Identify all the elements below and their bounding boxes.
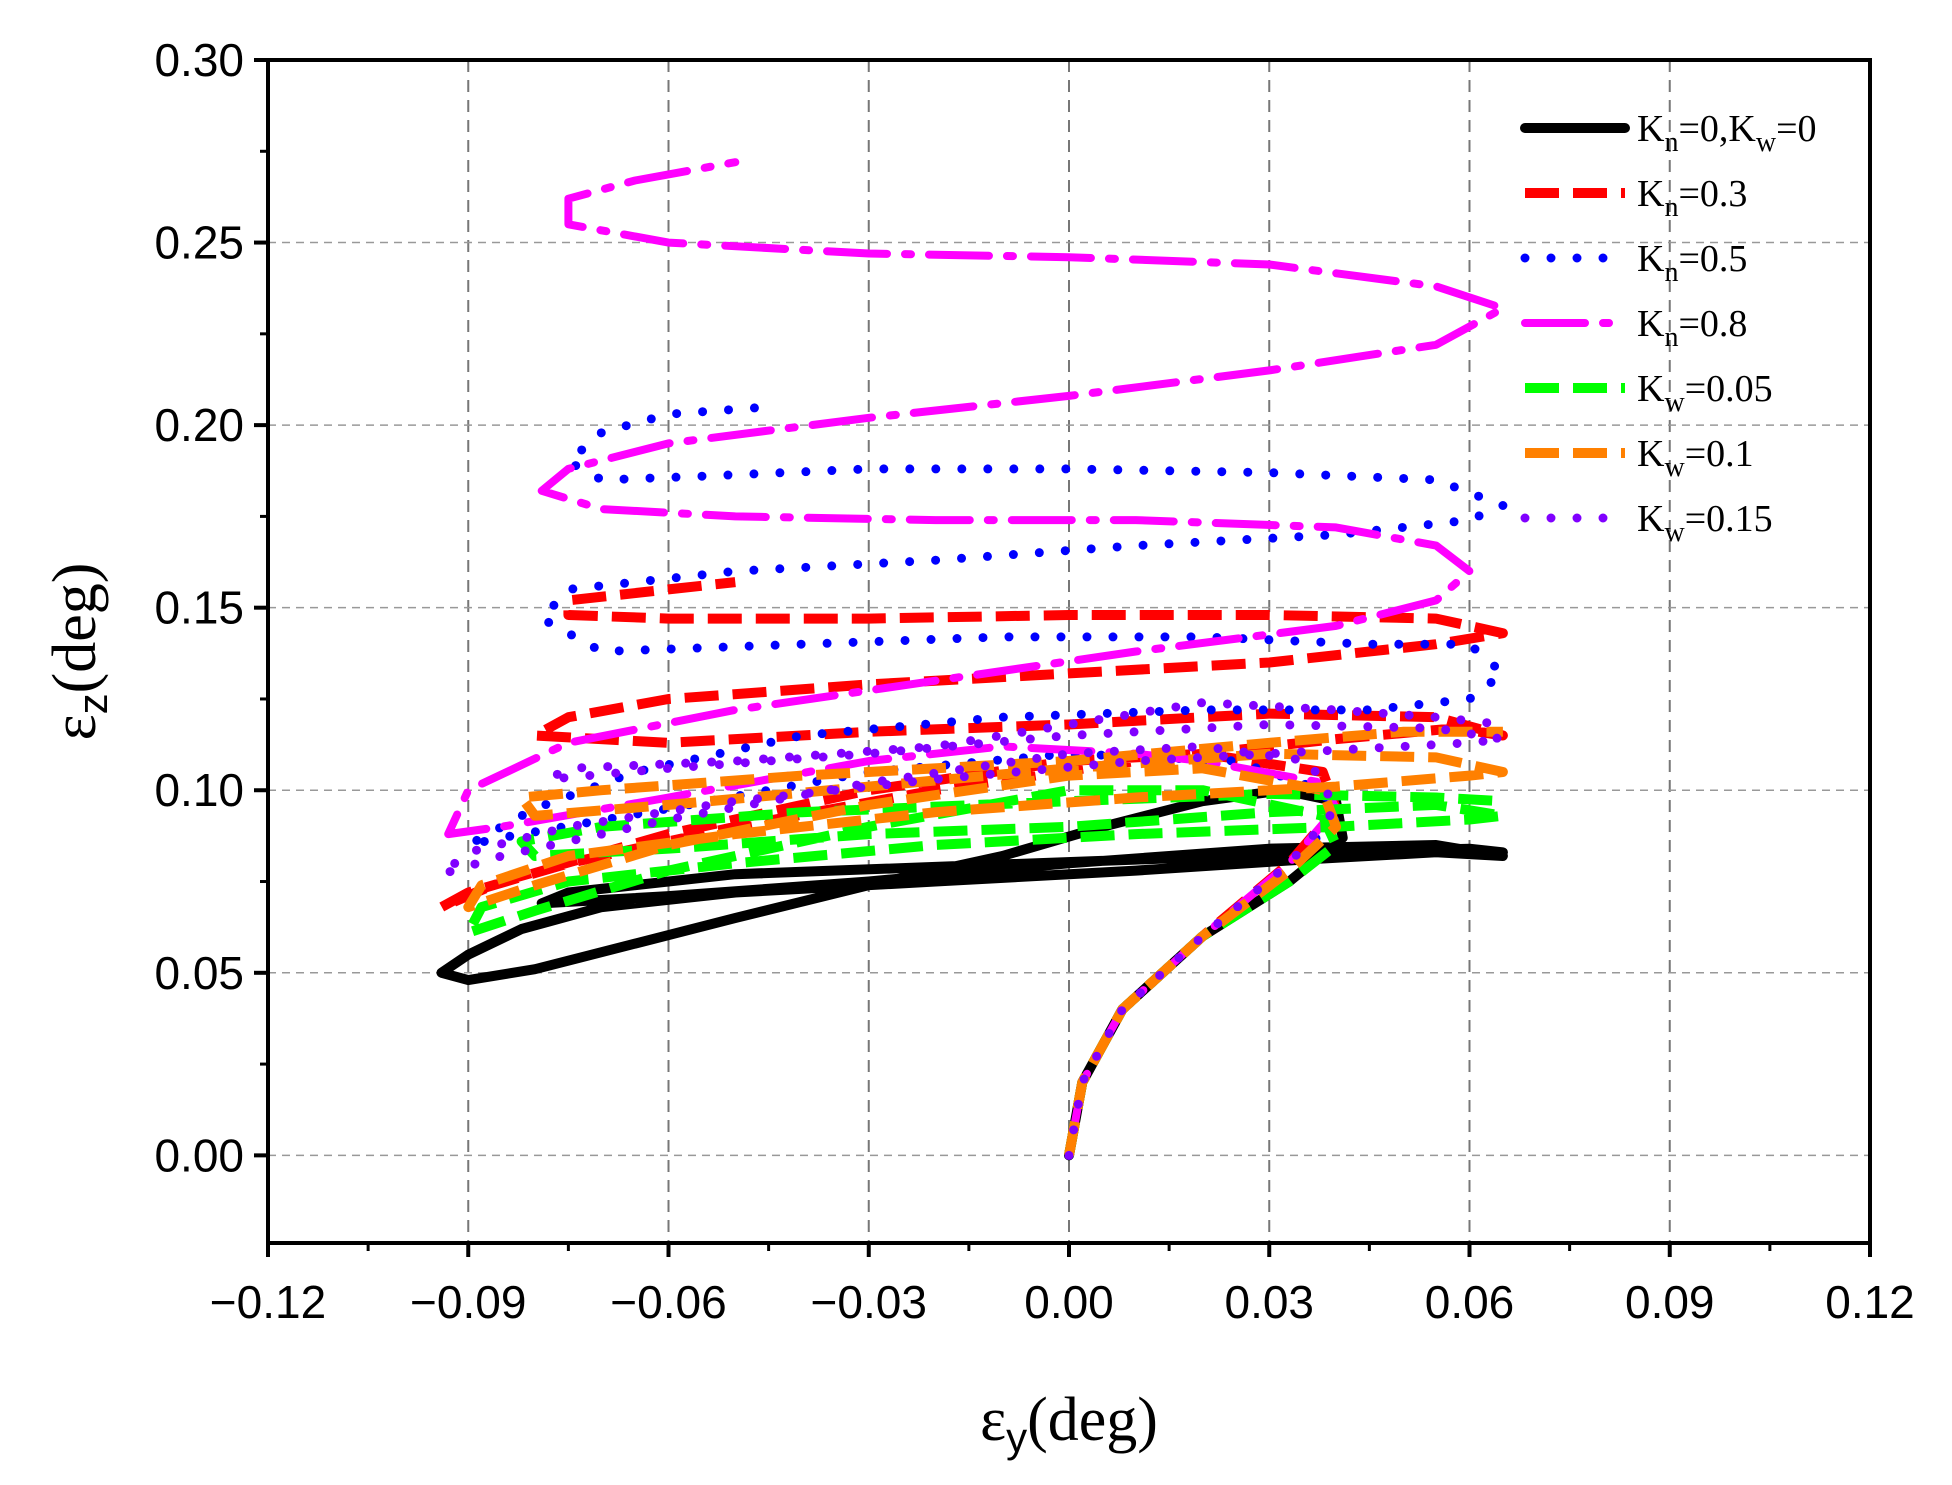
y-tick-label: 0.30 [154, 34, 244, 86]
legend-label-part: =0.15 [1685, 498, 1773, 540]
x-tick-label: 0.09 [1625, 1276, 1715, 1328]
legend-label-part: n [1664, 127, 1678, 158]
legend-label-part: w [1664, 387, 1685, 418]
legend: Kn=0,Kw=0Kn=0.3Kn=0.5Kn=0.8Kw=0.05Kw=0.1… [1520, 108, 1817, 548]
legend-label-part: w [1664, 452, 1685, 483]
x-axis-symbol: ε [980, 1386, 1006, 1454]
legend-label-part: =0.1 [1685, 433, 1754, 475]
x-axis-unit: (deg) [1027, 1386, 1158, 1454]
legend-label-part: K [1637, 433, 1665, 475]
legend-label-part: K [1637, 108, 1665, 150]
legend-label: Kn=0.3 [1637, 173, 1747, 223]
series-line-kn-0-8 [444, 158, 1507, 1160]
y-axis-symbol: ε [41, 714, 109, 740]
legend-label-part: K [1637, 173, 1665, 215]
y-tick-label: 0.20 [154, 399, 244, 451]
legend-label: Kw=0.05 [1637, 368, 1773, 418]
y-axis-unit: (deg) [41, 563, 109, 694]
legend-label: Kn=0.8 [1637, 303, 1747, 353]
legend-label-part: w [1756, 127, 1777, 158]
legend-label-part: =0.5 [1678, 238, 1747, 280]
legend-label: Kw=0.15 [1637, 498, 1773, 548]
y-axis-sub: z [69, 693, 116, 714]
legend-label-part: K [1637, 238, 1665, 280]
y-tick-label: 0.25 [154, 217, 244, 269]
legend-label-part: =0,K [1678, 108, 1756, 150]
x-axis-title: εy(deg) [980, 1386, 1158, 1461]
series-layer [436, 158, 1508, 1161]
grid [268, 60, 1870, 1243]
y-tick-label: 0.10 [154, 764, 244, 816]
legend-label: Kn=0.5 [1637, 238, 1747, 288]
x-tick-label: 0.12 [1825, 1276, 1915, 1328]
legend-label-part: K [1637, 303, 1665, 345]
ticks [254, 58, 1872, 1257]
x-tick-label: 0.06 [1425, 1276, 1515, 1328]
legend-label-part: n [1664, 192, 1678, 223]
x-tick-label: 0.00 [1024, 1276, 1114, 1328]
y-tick-label: 0.15 [154, 582, 244, 634]
legend-label-part: w [1664, 517, 1685, 548]
legend-label-part: =0.3 [1678, 173, 1747, 215]
legend-label-part: n [1664, 322, 1678, 353]
tick-labels: −0.12 −0.09 −0.06 −0.03 0.00 0.03 0.06 0.09 0.12… [154, 34, 1914, 1328]
legend-label-part: K [1637, 368, 1665, 410]
legend-label-part: =0.8 [1678, 303, 1747, 345]
legend-label-part: =0 [1776, 108, 1816, 150]
y-tick-label: 0.00 [154, 1129, 244, 1181]
series-line-kw-0-05 [463, 785, 1508, 1157]
legend-label: Kw=0.1 [1637, 433, 1754, 483]
x-axis-sub: y [1006, 1414, 1027, 1461]
legend-label-part: =0.05 [1685, 368, 1773, 410]
x-tick-label: −0.06 [610, 1276, 726, 1328]
legend-label-part: n [1664, 257, 1678, 288]
legend-label-part: K [1637, 498, 1665, 540]
y-axis-title: εz(deg) [41, 563, 116, 741]
series-line-kw-0-1 [463, 726, 1508, 1157]
x-tick-label: 0.03 [1224, 1276, 1314, 1328]
x-tick-label: −0.09 [410, 1276, 526, 1328]
x-tick-label: −0.12 [210, 1276, 326, 1328]
legend-label: Kn=0,Kw=0 [1637, 108, 1817, 158]
x-tick-label: −0.03 [811, 1276, 927, 1328]
y-tick-label: 0.05 [154, 947, 244, 999]
